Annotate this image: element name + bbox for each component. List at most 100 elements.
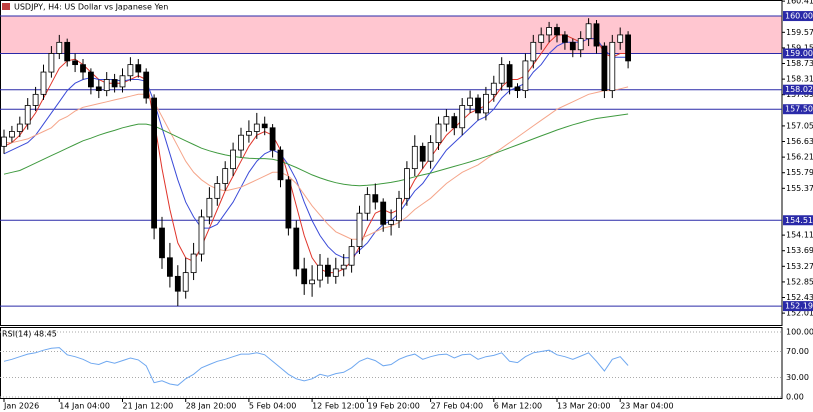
candle-body (269, 127, 276, 151)
candle-body (475, 97, 481, 114)
candle-body (261, 123, 268, 129)
candle-body (190, 253, 197, 274)
candle-body (64, 41, 71, 62)
y-tick-label: 157.890 (786, 90, 813, 99)
candle-body (95, 86, 102, 92)
candle-body (514, 86, 521, 92)
candle-body (396, 197, 402, 222)
chart-title: USDJPY, H4: US Dollar vs Japanese Yen (14, 3, 168, 12)
y-tick-label: 152.430 (786, 293, 813, 302)
x-tick-label: 27 Feb 04:00 (431, 402, 483, 411)
level-label-box (783, 215, 813, 226)
candle-body (8, 131, 15, 138)
y-tick-label: 153.270 (786, 262, 813, 271)
candle-body (490, 82, 497, 95)
level-label: 154.510 (785, 216, 813, 225)
candle-body (119, 75, 126, 88)
candle-body (403, 168, 410, 199)
candle-body (238, 134, 244, 151)
candle-body (166, 257, 173, 277)
candle-body (609, 41, 616, 92)
candle-body (277, 149, 284, 181)
candle-body (348, 246, 355, 266)
candle-body (388, 220, 395, 225)
candle-body (617, 34, 624, 43)
candle-body (625, 34, 631, 62)
level-label: 158.025 (785, 85, 813, 94)
candle-body (56, 41, 63, 54)
candle-body (198, 216, 205, 255)
candle-body (593, 23, 600, 47)
x-tick-label: 28 Jan 20:00 (186, 402, 237, 411)
candle-body (443, 116, 450, 125)
candle-body (317, 264, 323, 281)
level-label: 159.000 (785, 49, 813, 58)
level-label-box (783, 301, 813, 312)
candle-body (253, 123, 260, 132)
candle-body (143, 71, 150, 99)
y-tick-label: 153.690 (786, 246, 813, 255)
moving-average (3, 113, 629, 187)
candle-body (372, 194, 379, 203)
y-tick-label: 154.110 (786, 231, 813, 240)
candle-body (174, 275, 181, 292)
candle-body (435, 123, 442, 144)
candle-body (182, 272, 189, 292)
candle-body (127, 64, 134, 77)
y-tick-label: 156.210 (786, 153, 813, 162)
y-tick-label: 158.310 (786, 75, 813, 84)
y-tick-label: 152.010 (786, 309, 813, 318)
candle-body (451, 116, 458, 129)
x-tick-label: 19 Feb 20:00 (367, 402, 419, 411)
candle-body (419, 145, 426, 162)
candle-body (546, 27, 552, 36)
candle-body (16, 123, 23, 132)
candle-body (1, 136, 7, 147)
x-tick-label: 21 Jan 12:00 (123, 402, 174, 411)
y-tick-label: 155.790 (786, 168, 813, 177)
x-tick-label: 6 Mar 12:00 (494, 402, 542, 411)
moving-average (4, 86, 629, 240)
level-label: 157.500 (785, 105, 813, 114)
candle-body (206, 197, 213, 218)
x-tick-label: 23 Mar 04:00 (620, 402, 673, 411)
rsi-frame (0, 327, 783, 399)
x-tick-label: 12 Feb 12:00 (312, 402, 364, 411)
rsi-line (3, 347, 629, 386)
y-tick-label: 157.050 (786, 121, 813, 130)
x-tick-label: 13 Mar 20:00 (557, 402, 610, 411)
level-label-box (783, 48, 813, 59)
candle-body (293, 227, 300, 270)
y-tick-label: 159.150 (786, 43, 813, 52)
candle-body (48, 53, 55, 73)
level-label: 152.199 (785, 302, 813, 311)
candle-body (340, 264, 347, 270)
candle-body (301, 268, 308, 285)
candle-body (601, 45, 608, 92)
level-label-box (783, 11, 813, 22)
x-tick-label: 14 Jan 04:00 (59, 402, 110, 411)
candle-body (80, 64, 86, 73)
candle-body (364, 194, 371, 214)
candle-body (111, 79, 118, 88)
candle-body (309, 279, 316, 285)
candle-body (72, 60, 78, 66)
main-frame (0, 0, 783, 326)
candle-body (554, 27, 560, 36)
x-tick-label: 5 Feb 04:00 (249, 402, 296, 411)
candle-body (245, 131, 252, 136)
candle-body (214, 183, 221, 199)
candle-body (585, 23, 592, 40)
candle-body (135, 64, 142, 73)
candle-body (222, 168, 229, 184)
candle-body (24, 105, 31, 125)
candle-body (230, 149, 237, 170)
candle-body (498, 64, 505, 84)
candle-body (577, 38, 584, 51)
candle-body (380, 201, 387, 225)
candle-body (411, 145, 418, 170)
level-label-box (783, 84, 813, 95)
rsi-tick-label: 0.00 (786, 393, 804, 402)
rsi-tick-label: 70.00 (786, 347, 809, 356)
